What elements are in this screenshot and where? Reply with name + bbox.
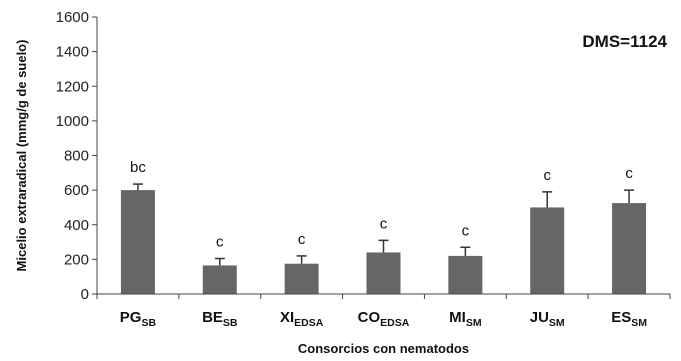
y-tick-label: 1400 bbox=[56, 44, 89, 61]
significance-letter: c bbox=[462, 222, 470, 239]
y-tick-label: 1200 bbox=[56, 78, 89, 95]
y-tick-label: 600 bbox=[64, 182, 89, 199]
bar bbox=[366, 252, 401, 294]
bar bbox=[448, 255, 483, 294]
y-tick-label: 800 bbox=[64, 148, 89, 165]
bars: bc c c c c c c bbox=[120, 159, 647, 294]
bar bbox=[202, 265, 237, 294]
significance-letter: c bbox=[625, 165, 633, 182]
bar bbox=[120, 190, 155, 294]
x-tick-label: MISM bbox=[449, 309, 482, 329]
significance-letter: c bbox=[380, 215, 388, 232]
dms-annotation: DMS=1124 bbox=[582, 32, 667, 51]
x-axis: PGSB BESB XIEDSA COEDSA MISM JUSM ESSM bbox=[96, 293, 671, 329]
significance-letter: c bbox=[543, 167, 551, 184]
x-axis-title: Consorcios con nematodos bbox=[298, 341, 469, 356]
bar bbox=[284, 263, 319, 294]
y-axis-title: Micelio extraradical (mmg/g de suelo) bbox=[14, 40, 29, 272]
y-axis: 0 200 400 600 800 1000 1200 1400 1600 bbox=[56, 9, 98, 303]
y-tick-label: 400 bbox=[64, 217, 89, 234]
bar bbox=[530, 207, 565, 294]
x-tick-label: ESSM bbox=[611, 309, 647, 329]
y-tick-label: 200 bbox=[64, 251, 89, 268]
significance-letter: c bbox=[216, 234, 224, 251]
significance-letter: c bbox=[298, 231, 306, 248]
x-tick-label: JUSM bbox=[530, 309, 565, 329]
y-tick-label: 1600 bbox=[56, 9, 89, 26]
x-tick-label: BESB bbox=[202, 309, 238, 329]
x-tick-label: COEDSA bbox=[358, 309, 410, 329]
significance-letter: bc bbox=[130, 159, 146, 176]
y-tick-label: 0 bbox=[81, 286, 89, 303]
x-tick-label: XIEDSA bbox=[280, 309, 324, 329]
bar bbox=[612, 203, 647, 294]
x-tick-label: PGSB bbox=[120, 309, 157, 329]
y-tick-label: 1000 bbox=[56, 113, 89, 130]
